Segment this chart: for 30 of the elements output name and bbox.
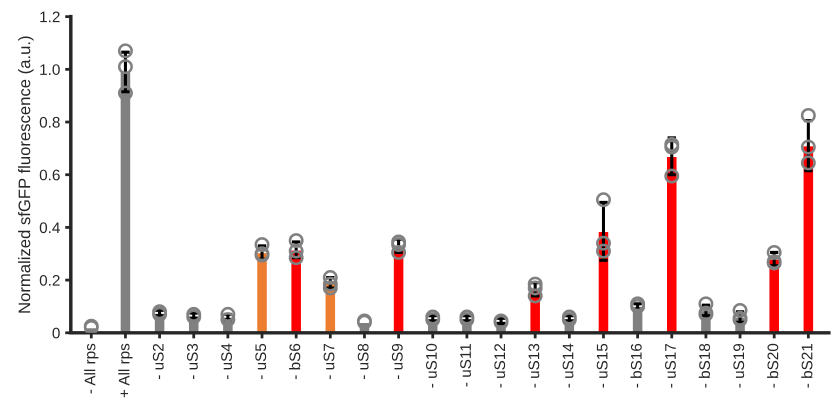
y-tick-label: 0.2 [40,274,60,286]
x-tick-label: - uS2 [152,344,164,380]
x-tick-label: - uS3 [187,344,198,380]
x-tick-label: - bS6 [289,344,300,380]
y-tick-label: 0 [52,328,60,338]
x-tick-label: - All rps [84,344,98,394]
y-tick-label: 0.8 [40,116,60,128]
x-tick-label: - uS19 [733,344,744,388]
y-tick-label: 1.0 [40,64,60,76]
x-tick-label: - uS7 [324,344,334,380]
x-tick-label: - uS17 [665,344,676,388]
x-tick-label: - uS11 [460,344,471,386]
x-tick-label: - uS12 [494,344,506,388]
y-tick-label: 0.6 [40,170,60,180]
x-tick-label: - uS14 [562,344,574,388]
x-tick-label: - uS4 [221,344,232,380]
x-tick-label: - bS21 [801,344,812,388]
x-tick-label: + All rps [118,344,133,398]
x-tick-label: - uS8 [358,344,369,380]
x-tick-label: - uS9 [392,344,403,380]
x-tick-label: - uS10 [426,344,437,388]
x-tick-label: - bS16 [630,344,642,388]
x-tick-label: - uS15 [596,344,608,388]
x-tick-label: - bS18 [698,344,710,388]
x-tick-label: - uS5 [255,344,266,380]
y-tick-label: 1.2 [40,12,60,22]
x-tick-label: - bS20 [767,344,778,388]
x-tick-label: - uS13 [528,344,540,388]
y-axis-title: Normalized sfGFP fluorescence (a.u.) [18,36,34,313]
y-tick-label: 0.4 [40,222,60,234]
